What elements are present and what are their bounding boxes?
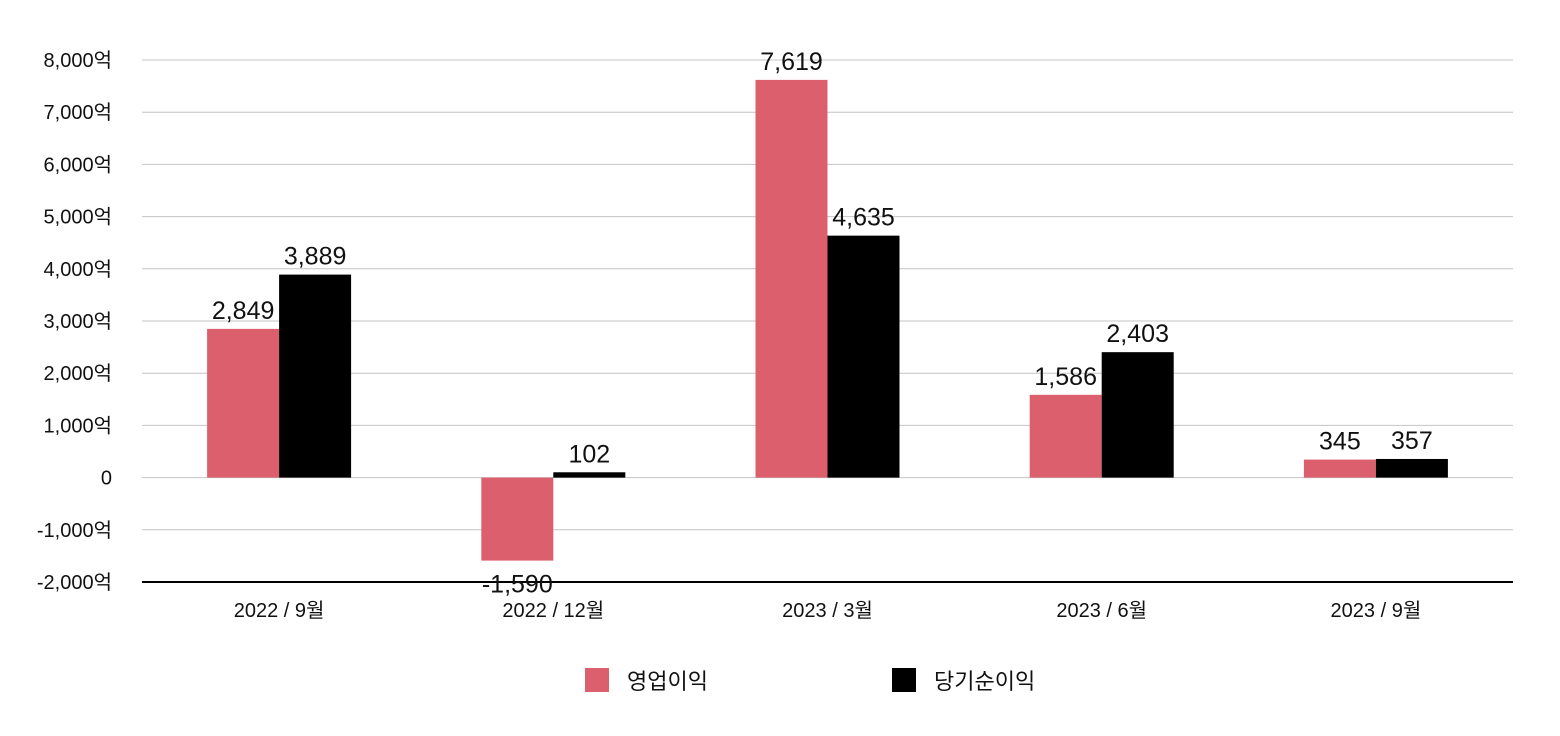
data-label-series-1-3: 7,619 bbox=[760, 48, 823, 76]
data-label-series-1-1: 2,849 bbox=[212, 297, 275, 325]
bar-series-2-1 bbox=[279, 274, 352, 478]
legend-item-series-1: 영업이익 bbox=[585, 666, 708, 694]
x-tick-label: 2023 / 6월 bbox=[1056, 599, 1147, 622]
x-tick-label: 2023 / 3월 bbox=[782, 599, 873, 622]
data-label-series-1-5: 345 bbox=[1319, 428, 1361, 456]
y-tick-label: 2,000억 bbox=[44, 362, 112, 385]
data-labels: 2,849 3,889 -1,590 102 7,619 4,635 1,586 2,403 3… bbox=[212, 48, 1433, 599]
bar-series-2-4 bbox=[1101, 352, 1174, 478]
bar-series-1-2 bbox=[481, 477, 554, 561]
data-label-series-1-4: 1,586 bbox=[1034, 363, 1097, 391]
y-tick-label: -2,000억 bbox=[37, 571, 112, 594]
data-label-series-2-3: 4,635 bbox=[832, 204, 895, 232]
x-tick-label: 2022 / 12월 bbox=[502, 599, 604, 622]
x-tick-label: 2023 / 9월 bbox=[1331, 599, 1422, 622]
legend-label-series-2: 당기순이익 bbox=[934, 669, 1036, 694]
y-tick-label: 0 bbox=[101, 468, 112, 490]
y-tick-label: 3,000억 bbox=[44, 310, 112, 333]
data-label-series-1-2: -1,590 bbox=[482, 571, 553, 599]
bar-series-2-2 bbox=[553, 472, 626, 478]
legend: 영업이익 당기순이익 bbox=[0, 666, 1560, 696]
data-label-series-2-2: 102 bbox=[568, 440, 610, 468]
bar-series-1-4 bbox=[1029, 394, 1102, 478]
legend-label-series-1: 영업이익 bbox=[627, 669, 708, 694]
bar-series-1-5 bbox=[1303, 459, 1376, 478]
bar-series-1-1 bbox=[207, 328, 280, 478]
legend-swatch-series-1 bbox=[585, 668, 609, 692]
data-label-series-2-5: 357 bbox=[1391, 427, 1433, 455]
bar-series-2-3 bbox=[827, 235, 900, 478]
y-tick-label: 4,000억 bbox=[44, 258, 112, 281]
bars bbox=[207, 79, 1448, 561]
y-tick-label: 1,000억 bbox=[44, 414, 112, 437]
bar-series-1-3 bbox=[755, 79, 828, 478]
y-tick-label: 7,000억 bbox=[44, 101, 112, 124]
y-tick-label: -1,000억 bbox=[37, 519, 112, 542]
legend-swatch-series-2 bbox=[892, 668, 916, 692]
y-tick-label: 6,000억 bbox=[44, 153, 112, 176]
data-label-series-2-1: 3,889 bbox=[284, 243, 347, 271]
y-tick-label: 5,000억 bbox=[44, 206, 112, 229]
x-axis-ticks: 2022 / 9월 2022 / 12월 2023 / 3월 2023 / 6월 202… bbox=[234, 599, 1421, 622]
legend-item-series-2: 당기순이익 bbox=[892, 666, 1035, 694]
x-tick-label: 2022 / 9월 bbox=[234, 599, 325, 622]
bar-series-2-5 bbox=[1375, 458, 1448, 478]
y-axis-ticks: 8,000억 7,000억 6,000억 5,000억 4,000억 3,000억 2,00… bbox=[37, 49, 112, 594]
bar-chart: 8,000억 7,000억 6,000억 5,000억 4,000억 3,000억 2,00… bbox=[37, 48, 1513, 622]
y-tick-label: 8,000억 bbox=[44, 49, 112, 72]
data-label-series-2-4: 2,403 bbox=[1106, 320, 1169, 348]
